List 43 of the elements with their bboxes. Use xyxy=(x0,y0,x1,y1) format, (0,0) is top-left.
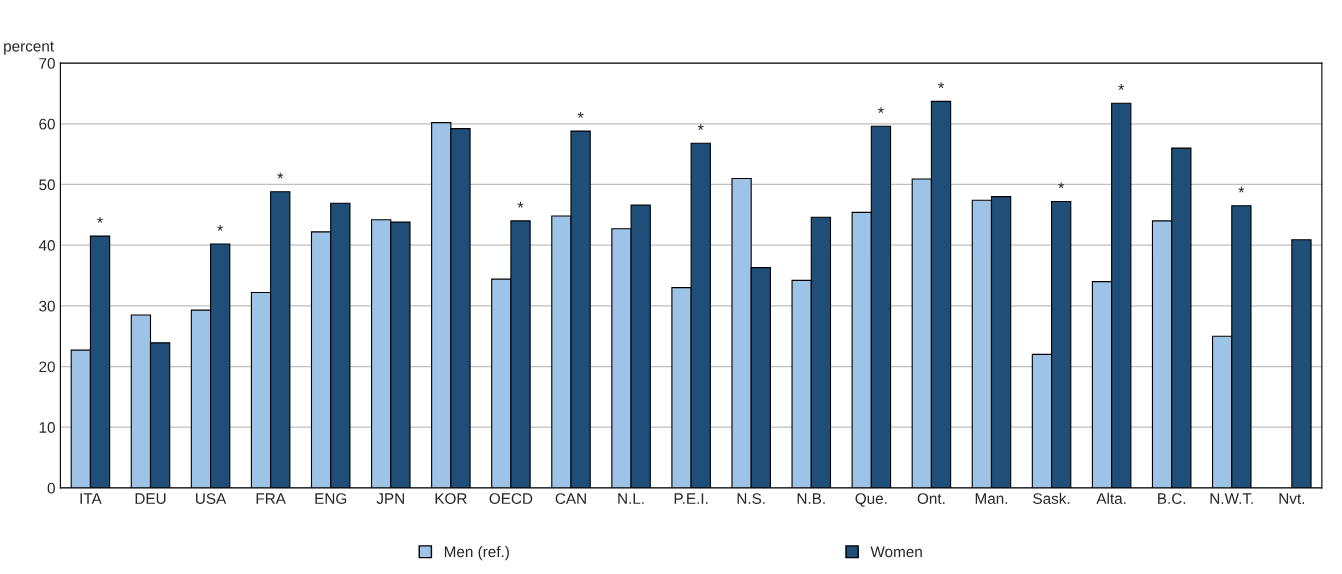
x-tick-label: CAN xyxy=(555,493,586,504)
annotation: * xyxy=(217,224,224,231)
y-tick-label: 50 xyxy=(39,179,55,191)
x-tick-label: N.S. xyxy=(737,493,765,504)
x-tick-label: Ont. xyxy=(917,493,945,504)
x-tick-label: N.L. xyxy=(618,493,644,504)
annotation: * xyxy=(1118,84,1125,90)
annotation: * xyxy=(877,107,884,114)
y-tick-label: 30 xyxy=(39,300,55,312)
annotation: * xyxy=(1058,182,1065,189)
x-tick-label: ITA xyxy=(80,493,102,504)
x-tick-label: Sask. xyxy=(1033,492,1070,504)
y-tick-label: 0 xyxy=(47,482,55,494)
y-tick-label: 20 xyxy=(39,361,55,373)
x-tick-label: Nvt. xyxy=(1279,493,1305,504)
y-tick-label: 40 xyxy=(38,240,55,251)
x-tick-label: Man. xyxy=(975,493,1008,504)
annotation: * xyxy=(1238,186,1245,193)
x-tick-label: JPN xyxy=(376,493,404,504)
annotation: * xyxy=(697,124,704,130)
x-tick-label: P.E.I. xyxy=(674,493,708,504)
y-tick-label: 70 xyxy=(39,58,55,69)
x-tick-label: USA xyxy=(196,493,227,504)
legend-label: Men (ref.) xyxy=(444,546,509,561)
y-axis-title: percent xyxy=(4,41,54,55)
annotation: * xyxy=(517,201,524,208)
x-tick-label: FRA xyxy=(256,493,286,504)
annotation: * xyxy=(577,112,584,118)
x-tick-label: DEU xyxy=(135,493,166,504)
x-tick-label: KOR xyxy=(435,493,467,504)
x-tick-label: OECD xyxy=(489,493,533,504)
x-tick-label: N.W.T. xyxy=(1210,493,1253,504)
y-tick-label: 60 xyxy=(39,118,55,130)
x-tick-label: Alta. xyxy=(1096,492,1126,504)
x-tick-label: N.B. xyxy=(797,493,825,504)
annotation: * xyxy=(277,172,284,179)
annotation: * xyxy=(97,216,104,223)
x-tick-label: Que. xyxy=(855,493,887,507)
x-tick-label: ENG xyxy=(315,493,347,504)
legend-label: Women xyxy=(870,546,922,558)
annotation: * xyxy=(938,82,945,89)
y-tick-label: 10 xyxy=(39,422,55,433)
x-tick-label: B.C. xyxy=(1158,493,1186,504)
